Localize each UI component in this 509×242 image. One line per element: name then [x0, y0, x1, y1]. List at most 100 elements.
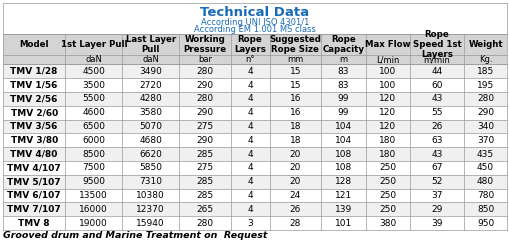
Text: TMV 2/60: TMV 2/60 — [11, 108, 58, 117]
Bar — [3, 92, 506, 106]
Text: 4: 4 — [247, 67, 252, 76]
Text: 280: 280 — [196, 219, 213, 227]
Text: 24: 24 — [289, 191, 300, 200]
Text: 83: 83 — [337, 81, 348, 90]
Text: 4: 4 — [247, 163, 252, 172]
Text: 4: 4 — [247, 136, 252, 145]
Text: 2720: 2720 — [139, 81, 162, 90]
Text: TMV 7/107: TMV 7/107 — [7, 205, 61, 214]
Text: 83: 83 — [337, 67, 348, 76]
Text: 4500: 4500 — [82, 67, 105, 76]
Text: 4: 4 — [247, 191, 252, 200]
Text: daN: daN — [142, 55, 159, 64]
Text: 63: 63 — [431, 136, 442, 145]
Text: Model: Model — [19, 40, 49, 49]
Text: 100: 100 — [378, 67, 395, 76]
Text: daN: daN — [85, 55, 102, 64]
Text: 6000: 6000 — [82, 136, 105, 145]
Text: 4600: 4600 — [82, 108, 105, 117]
Text: 12370: 12370 — [136, 205, 165, 214]
Text: 4: 4 — [247, 150, 252, 159]
Text: 99: 99 — [337, 94, 348, 103]
Text: 16: 16 — [289, 108, 300, 117]
Text: 285: 285 — [196, 177, 213, 186]
Text: TMV 6/107: TMV 6/107 — [7, 191, 61, 200]
Text: 26: 26 — [289, 205, 300, 214]
Text: 120: 120 — [379, 108, 395, 117]
Text: 950: 950 — [476, 219, 493, 227]
Text: Working
Pressure: Working Pressure — [183, 35, 226, 54]
Text: 60: 60 — [431, 81, 442, 90]
Text: 280: 280 — [476, 94, 493, 103]
Text: 285: 285 — [196, 150, 213, 159]
Text: 290: 290 — [196, 136, 213, 145]
Text: 43: 43 — [431, 94, 442, 103]
Bar — [3, 34, 506, 55]
Text: 15940: 15940 — [136, 219, 165, 227]
Text: 52: 52 — [431, 177, 442, 186]
Text: 6500: 6500 — [82, 122, 105, 131]
Text: 6620: 6620 — [139, 150, 162, 159]
Text: 1st Layer Pull: 1st Layer Pull — [61, 40, 127, 49]
Text: 15: 15 — [289, 81, 300, 90]
Bar — [3, 64, 506, 78]
Text: 3490: 3490 — [139, 67, 162, 76]
Text: 180: 180 — [378, 150, 395, 159]
Text: 13500: 13500 — [79, 191, 108, 200]
Text: 128: 128 — [334, 177, 351, 186]
Text: 195: 195 — [476, 81, 493, 90]
Text: 250: 250 — [379, 205, 395, 214]
Text: 380: 380 — [378, 219, 395, 227]
Text: 285: 285 — [196, 191, 213, 200]
Bar — [3, 55, 506, 64]
Text: 275: 275 — [196, 122, 213, 131]
Text: Max Flow: Max Flow — [364, 40, 410, 49]
Bar — [3, 202, 506, 216]
Text: 104: 104 — [334, 136, 351, 145]
Text: 5850: 5850 — [139, 163, 162, 172]
Text: Weight: Weight — [467, 40, 502, 49]
Text: 340: 340 — [476, 122, 493, 131]
Text: Kg.: Kg. — [478, 55, 491, 64]
Text: 180: 180 — [378, 136, 395, 145]
Bar — [3, 106, 506, 120]
Text: 3500: 3500 — [82, 81, 105, 90]
Text: 29: 29 — [431, 205, 442, 214]
Text: m: m — [338, 55, 347, 64]
Text: 4: 4 — [247, 205, 252, 214]
Text: 185: 185 — [476, 67, 493, 76]
Text: 3580: 3580 — [139, 108, 162, 117]
Text: 290: 290 — [196, 81, 213, 90]
Text: 435: 435 — [476, 150, 493, 159]
Text: 280: 280 — [196, 94, 213, 103]
Text: 16000: 16000 — [79, 205, 108, 214]
Text: 18: 18 — [289, 136, 300, 145]
Text: 5070: 5070 — [139, 122, 162, 131]
Text: 250: 250 — [379, 191, 395, 200]
Text: 450: 450 — [476, 163, 493, 172]
Text: 4280: 4280 — [139, 94, 162, 103]
Text: 18: 18 — [289, 122, 300, 131]
Text: 108: 108 — [334, 150, 351, 159]
Text: TMV 1/28: TMV 1/28 — [11, 67, 58, 76]
Text: 250: 250 — [379, 163, 395, 172]
Text: Rope
Capacity: Rope Capacity — [322, 35, 363, 54]
Text: 67: 67 — [431, 163, 442, 172]
Text: 104: 104 — [334, 122, 351, 131]
Text: mm: mm — [287, 55, 303, 64]
Text: 39: 39 — [431, 219, 442, 227]
Text: TMV 3/80: TMV 3/80 — [11, 136, 58, 145]
Text: 290: 290 — [476, 108, 493, 117]
Text: 99: 99 — [337, 108, 348, 117]
Text: TMV 3/56: TMV 3/56 — [11, 122, 58, 131]
Text: Grooved drum and Marine Treatment on  Request: Grooved drum and Marine Treatment on Req… — [3, 232, 267, 241]
Text: 15: 15 — [289, 67, 300, 76]
Bar — [3, 216, 506, 230]
Bar — [3, 120, 506, 133]
Bar — [3, 78, 506, 92]
Text: 4: 4 — [247, 177, 252, 186]
Text: 55: 55 — [431, 108, 442, 117]
Text: 43: 43 — [431, 150, 442, 159]
Text: 139: 139 — [334, 205, 351, 214]
Text: 4: 4 — [247, 108, 252, 117]
